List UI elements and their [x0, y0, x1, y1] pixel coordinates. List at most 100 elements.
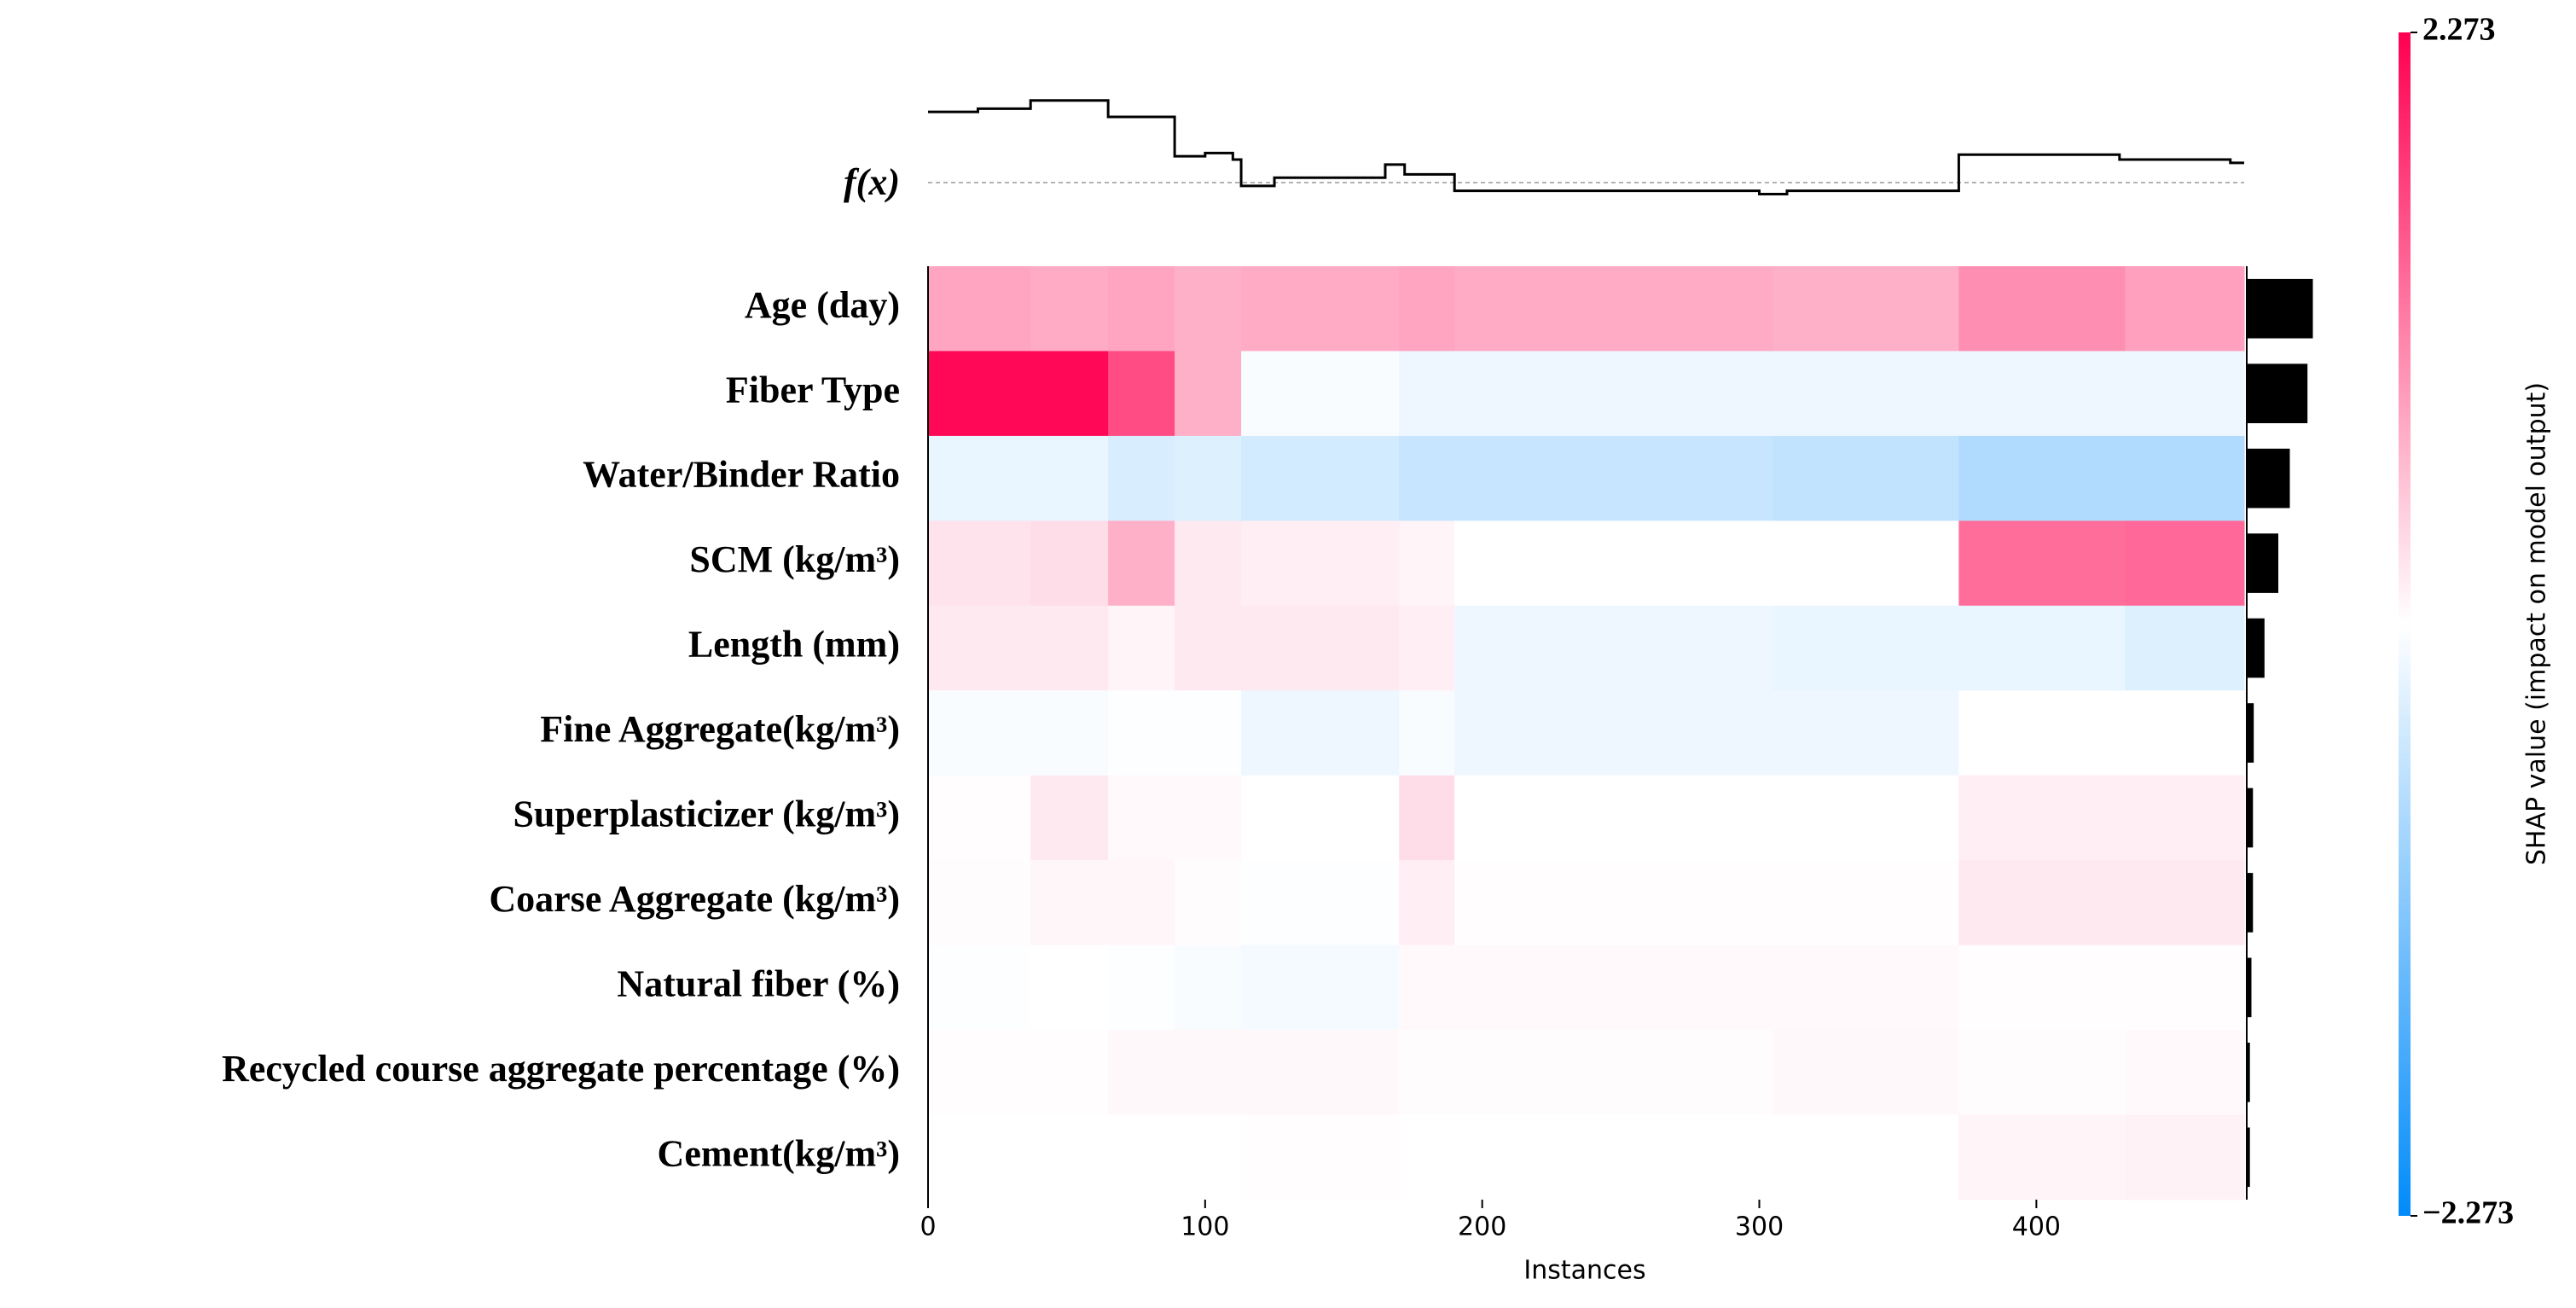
heat-cell	[1175, 860, 1242, 946]
heat-cell	[1241, 775, 1400, 861]
heat-cell	[1241, 351, 1400, 437]
heat-cell	[928, 1114, 1031, 1200]
heat-cell	[1399, 945, 1455, 1031]
heat-cell	[1772, 860, 1959, 946]
heat-cell	[928, 945, 1031, 1031]
heat-cell	[1241, 1114, 1400, 1200]
heat-cell	[1772, 945, 1959, 1031]
heat-cell	[928, 435, 1031, 521]
heat-cell	[1399, 435, 1455, 521]
heat-cell	[1772, 775, 1959, 861]
heat-cell	[1399, 266, 1455, 352]
heat-cell	[1772, 435, 1959, 521]
heat-cell	[2125, 351, 2245, 437]
row-label: Length (mm)	[688, 624, 900, 666]
heat-cell	[1108, 690, 1175, 776]
heat-cell	[1030, 690, 1109, 776]
x-tick-label: 400	[2012, 1212, 2061, 1242]
heat-cell	[1030, 351, 1109, 437]
heat-cell	[1175, 775, 1242, 861]
heat-cell	[1030, 860, 1109, 946]
importance-bar	[2248, 533, 2278, 593]
heat-cell	[1958, 605, 2126, 691]
heat-cell	[1030, 266, 1109, 352]
colorbar-tick-label: −2.273	[2422, 1195, 2514, 1231]
heat-cell	[1241, 690, 1400, 776]
heat-cell	[1108, 605, 1175, 691]
heat-cell	[1030, 945, 1109, 1031]
heat-cell	[928, 690, 1031, 776]
heat-cell	[1772, 690, 1959, 776]
row-label: Age (day)	[745, 284, 900, 326]
heat-cell	[1030, 605, 1109, 691]
heat-cell	[1772, 1114, 1959, 1200]
importance-bar	[2248, 1127, 2250, 1188]
row-label: Recycled course aggregate percentage (%)	[222, 1048, 900, 1090]
colorbar-tick-label: 2.273	[2422, 12, 2496, 48]
heat-cell	[928, 266, 1031, 352]
heat-cell	[1454, 945, 1774, 1031]
x-tick-label: 100	[1181, 1212, 1229, 1242]
heat-cell	[2125, 266, 2245, 352]
heat-cell	[1772, 1030, 1959, 1116]
heat-cell	[1175, 266, 1242, 352]
heat-cell	[1399, 775, 1455, 861]
heat-cell	[1772, 605, 1959, 691]
heat-cell	[1030, 1030, 1109, 1116]
heat-cell	[1399, 1030, 1455, 1116]
heat-cell	[1108, 520, 1175, 607]
fx-label: f(x)	[844, 161, 900, 203]
heat-cell	[1108, 1030, 1175, 1116]
heat-cell	[1030, 1114, 1109, 1200]
heat-cell	[1108, 1114, 1175, 1200]
heat-cell	[1175, 520, 1242, 607]
heat-cell	[1958, 860, 2126, 946]
row-label: Coarse Aggregate (kg/m³)	[489, 878, 900, 920]
heat-cell	[1958, 945, 2126, 1031]
heat-cell	[1108, 775, 1175, 861]
x-axis-label: Instances	[1523, 1256, 1645, 1286]
fx-line	[928, 99, 2244, 195]
heat-cell	[1454, 351, 1774, 437]
heat-cell	[1772, 351, 1959, 437]
heat-cell	[1399, 605, 1455, 691]
heat-cell	[2125, 520, 2245, 607]
importance-bar	[2248, 363, 2308, 423]
row-label: Cement(kg/m³)	[658, 1132, 900, 1174]
heat-cell	[2125, 1114, 2245, 1200]
heat-cell	[1175, 605, 1242, 691]
heat-cell	[928, 520, 1031, 607]
x-tick-label: 300	[1735, 1212, 1784, 1242]
heat-cell	[1958, 266, 2126, 352]
heat-cell	[1958, 775, 2126, 861]
heat-cell	[1958, 435, 2126, 521]
heat-cell	[1030, 435, 1109, 521]
importance-bar	[2248, 448, 2290, 509]
heat-cell	[2125, 605, 2245, 691]
heat-cell	[1958, 520, 2126, 607]
heat-cell	[2125, 1030, 2245, 1116]
heat-cell	[2125, 860, 2245, 946]
x-tick-label: 0	[920, 1212, 936, 1242]
heat-cell	[928, 605, 1031, 691]
heat-cell	[1175, 1030, 1242, 1116]
heat-cell	[1772, 520, 1959, 607]
row-label: Natural fiber (%)	[617, 962, 900, 1004]
colorbar	[2399, 32, 2411, 1216]
heat-cell	[1454, 690, 1774, 776]
importance-bar	[2248, 788, 2254, 848]
heat-cell	[1399, 1114, 1455, 1200]
heat-cell	[1454, 1114, 1774, 1200]
heat-cell	[1399, 860, 1455, 946]
heat-cell	[1241, 1030, 1400, 1116]
heat-cell	[1958, 690, 2126, 776]
row-label: Superplasticizer (kg/m³)	[513, 794, 900, 835]
heat-cell	[1454, 520, 1774, 607]
heat-cell	[1241, 605, 1400, 691]
heat-cell	[1454, 266, 1774, 352]
heat-cell	[2125, 775, 2245, 861]
heat-cell	[1958, 351, 2126, 437]
heat-cell	[1958, 1114, 2126, 1200]
heat-cell	[1175, 690, 1242, 776]
heat-cell	[1241, 520, 1400, 607]
